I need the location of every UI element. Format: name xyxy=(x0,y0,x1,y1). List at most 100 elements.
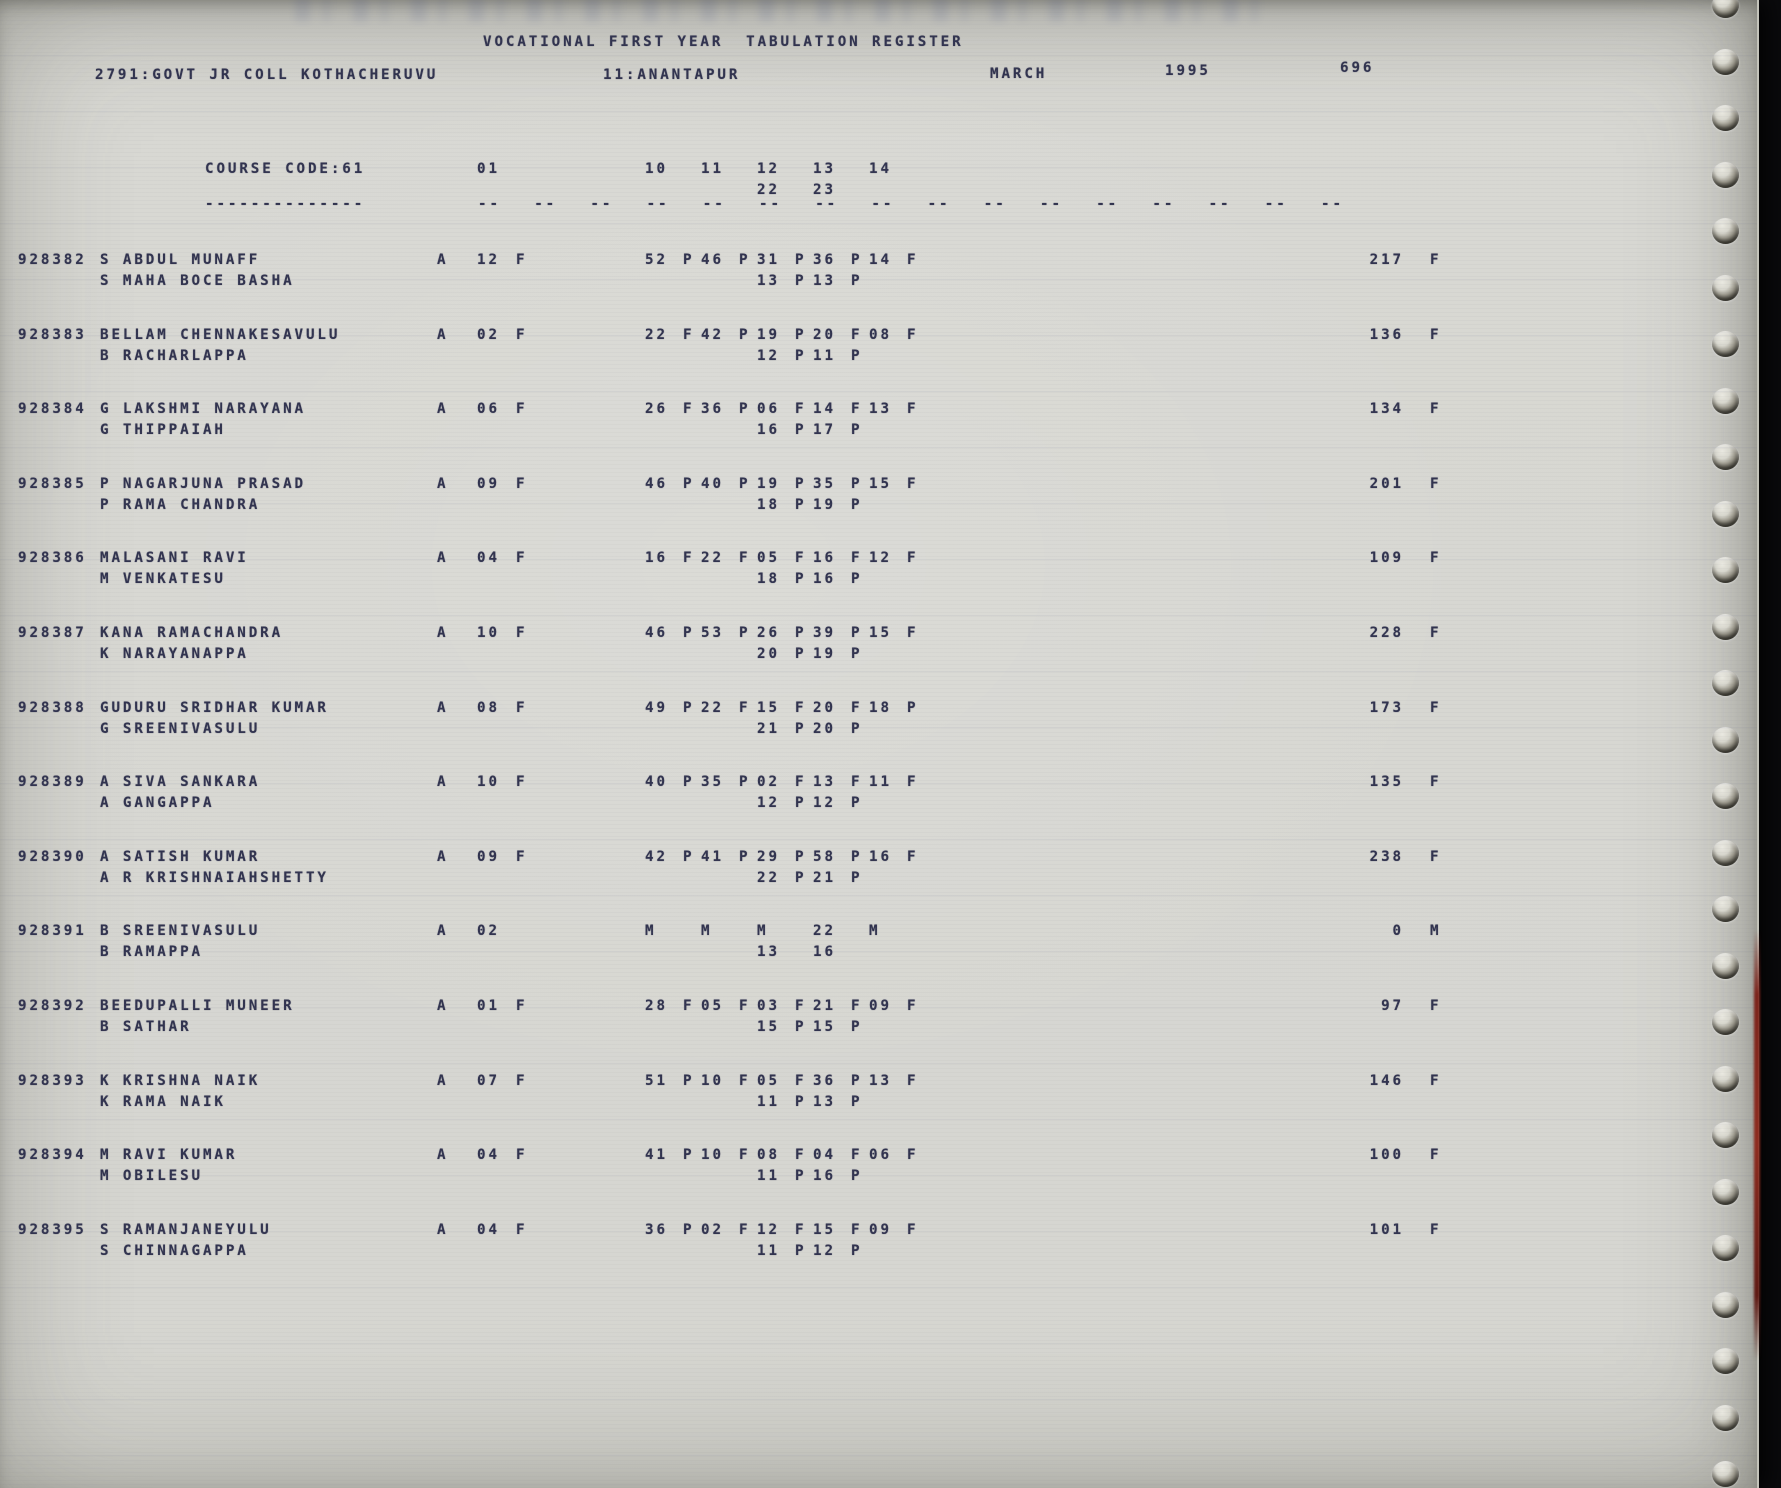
mark-flag: F xyxy=(795,401,807,418)
mark-value: 10 xyxy=(701,1072,724,1089)
college-name: 2791:GOVT JR COLL KOTHACHERUVU xyxy=(95,67,439,83)
column-underline: -- xyxy=(983,196,1007,212)
mark-value: 16 xyxy=(813,1168,836,1185)
mark-flag: F xyxy=(851,550,863,567)
paper-count: 04 xyxy=(477,1221,500,1238)
column-underline: -- xyxy=(759,196,782,212)
mark-value: 04 xyxy=(813,1147,836,1164)
mark-value: 36 xyxy=(813,252,836,268)
mark-flag: P xyxy=(851,795,863,812)
reg-number: 928395 xyxy=(18,1221,87,1238)
mark-flag: F xyxy=(851,326,863,343)
mark-flag: P xyxy=(795,252,807,268)
mark-value: 20 xyxy=(813,720,836,737)
page-number: 696 xyxy=(1340,60,1375,76)
tractor-feed-hole xyxy=(1712,839,1739,866)
mark-value: M xyxy=(645,923,657,940)
mark-flag: F xyxy=(739,1072,751,1089)
mark-flag: P xyxy=(851,422,863,439)
mark-flag: F xyxy=(795,1147,807,1164)
total-marks: 146 xyxy=(1369,1072,1404,1089)
mark-value: 19 xyxy=(757,475,780,492)
mark-value: 36 xyxy=(645,1221,668,1238)
mark-flag: P xyxy=(795,1242,807,1259)
total-marks: 173 xyxy=(1369,699,1404,716)
student-record: 928393 K KRISHNA NAIK K RAMA NAIK A 07 F 51 P 10… xyxy=(0,1073,1757,1147)
mark-flag: P xyxy=(851,475,863,492)
mark-flag: P xyxy=(795,646,807,662)
mark-flag: F xyxy=(907,1147,919,1164)
result-flag: F xyxy=(1430,625,1442,641)
reg-number: 928384 xyxy=(18,401,87,418)
paper-count: 04 xyxy=(477,550,500,567)
appearance-code: A xyxy=(437,326,449,343)
mark-flag: F xyxy=(795,1221,807,1238)
result-flag: M xyxy=(1430,923,1442,940)
mark-flag: F xyxy=(907,550,919,567)
paper-count: 12 xyxy=(477,252,500,268)
mark-flag: F xyxy=(907,1072,919,1089)
total-marks: 136 xyxy=(1369,326,1404,343)
mark-flag: P xyxy=(851,347,863,364)
paper-count-flag: F xyxy=(516,699,528,716)
mark-value: 11 xyxy=(757,1242,780,1259)
mark-flag: F xyxy=(795,1072,807,1089)
mark-value: 09 xyxy=(869,1221,892,1238)
tractor-feed-hole xyxy=(1712,331,1739,357)
mark-value: 13 xyxy=(813,1093,836,1110)
paper-count-flag: F xyxy=(516,1221,528,1238)
mark-flag: P xyxy=(739,625,751,641)
mark-value: 19 xyxy=(813,646,836,662)
paper-count-flag: F xyxy=(516,401,528,418)
mark-value: 02 xyxy=(757,774,780,791)
mark-value: 05 xyxy=(701,998,724,1014)
mark-flag: P xyxy=(683,1147,695,1164)
mark-value: 12 xyxy=(813,1242,836,1259)
candidate-name: A SIVA SANKARA xyxy=(100,774,261,791)
total-marks: 0 xyxy=(1392,923,1404,940)
mark-value: 31 xyxy=(757,252,780,268)
mark-flag: P xyxy=(739,848,751,865)
mark-flag: P xyxy=(851,720,863,737)
result-flag: F xyxy=(1430,774,1442,791)
column-underline: -- xyxy=(815,196,839,212)
total-marks: 109 xyxy=(1369,550,1404,567)
result-flag: F xyxy=(1430,550,1442,567)
paper-count: 10 xyxy=(477,625,500,641)
mark-value: 10 xyxy=(701,1147,724,1164)
mark-value: 11 xyxy=(813,347,836,364)
mark-value: M xyxy=(701,923,713,940)
mark-value: 16 xyxy=(813,944,836,961)
mark-value: 40 xyxy=(701,475,724,492)
mark-flag: P xyxy=(683,848,695,865)
mark-value: 58 xyxy=(813,848,836,865)
mark-value: 53 xyxy=(701,625,724,641)
result-flag: F xyxy=(1430,326,1442,343)
tractor-feed-hole xyxy=(1712,952,1739,979)
mark-value: 21 xyxy=(813,998,836,1014)
mark-value: 22 xyxy=(701,699,724,716)
mark-flag: P xyxy=(795,625,807,641)
student-record: 928394 M RAVI KUMAR M OBILESU A 04 F 41 P 10 F 08 F… xyxy=(0,1147,1757,1221)
mark-flag: F xyxy=(795,550,807,567)
mark-value: 12 xyxy=(757,1221,780,1238)
mark-value: 15 xyxy=(869,625,892,641)
mark-flag: P xyxy=(851,1019,863,1035)
mark-flag: F xyxy=(739,699,751,716)
candidate-name: M RAVI KUMAR xyxy=(100,1147,238,1164)
candidate-name: BELLAM CHENNAKESAVULU xyxy=(100,326,341,343)
mark-value: 15 xyxy=(813,1221,836,1238)
column-underline: -- xyxy=(1152,196,1176,212)
candidate-name: P NAGARJUNA PRASAD xyxy=(100,475,306,492)
reg-number: 928393 xyxy=(18,1072,87,1089)
reg-number: 928382 xyxy=(18,252,87,268)
student-record: 928390 A SATISH KUMAR A R KRISHNAIAHSHETTY… xyxy=(0,849,1757,923)
mark-flag: F xyxy=(851,401,863,418)
column-code: 12 xyxy=(757,161,780,177)
column-code: 14 xyxy=(869,161,892,177)
mark-flag: F xyxy=(795,699,807,716)
mark-flag: P xyxy=(851,273,863,289)
paper-count: 02 xyxy=(477,326,500,343)
paper-count: 07 xyxy=(477,1072,500,1089)
mark-value: 20 xyxy=(757,646,780,662)
